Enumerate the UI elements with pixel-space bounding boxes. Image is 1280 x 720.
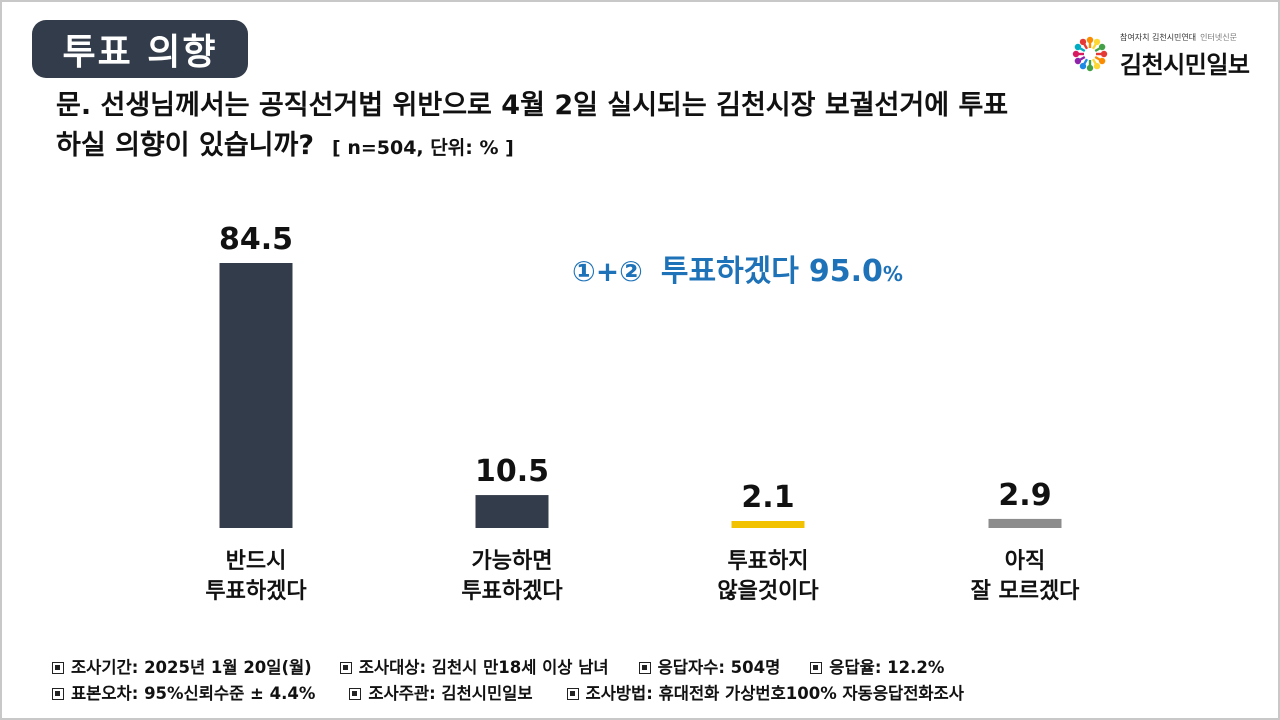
question-line-1: 문. 선생님께서는 공직선거법 위반으로 4월 2일 실시되는 김천시장 보궐선…	[56, 90, 1009, 121]
publisher-logo: 참여자치 김천시민연대 인터넷신문 김천시민일보	[1068, 30, 1268, 79]
square-bullet-icon	[810, 662, 823, 674]
footer-item-row1-2: 조사대상: 김천시 만18세 이상 남녀	[339, 655, 609, 681]
category-label-2-line-1: 가능하면	[472, 549, 553, 574]
value-label-1: 84.5	[219, 222, 293, 257]
bar-4	[988, 518, 1062, 528]
annotation-value: 95.0	[808, 254, 883, 289]
logo-tagline-secondary: 인터넷신문	[1200, 33, 1237, 42]
footer-item-row2-text-2: 조사주관: 김천시민일보	[368, 684, 533, 703]
annotation-label: 투표하겠다	[660, 254, 799, 289]
footer-row-2: 표본오차: 95%신뢰수준 ± 4.4% 조사주관: 김천시민일보 조사방법: 휴대…	[52, 681, 964, 707]
category-label-2-line-2: 투표하겠다	[461, 579, 563, 604]
square-bullet-icon	[52, 662, 64, 674]
footer-item-row1-text-2: 조사대상: 김천시 만18세 이상 남녀	[358, 658, 609, 677]
footer-item-row1-4: 응답율: 12.2%	[810, 655, 944, 681]
square-bullet-icon	[339, 662, 352, 674]
footer-item-row1-text-1: 조사기간: 2025년 1월 20일(월)	[71, 658, 312, 677]
value-label-2: 10.5	[475, 454, 549, 489]
category-label-4-line-1: 아직	[1005, 549, 1045, 574]
sample-meta: [ n=504, 단위: % ]	[332, 137, 514, 159]
logo-name: 김천시민일보	[1120, 51, 1250, 79]
survey-question: 문. 선생님께서는 공직선거법 위반으로 4월 2일 실시되는 김천시장 보궐선…	[56, 86, 1246, 168]
bar-chart: 84.5반드시투표하겠다10.5가능하면투표하겠다2.1투표하지않을것이다2.9…	[205, 222, 1081, 604]
category-label-1-line-1: 반드시	[226, 549, 287, 574]
section-badge: 투표 의향	[32, 20, 248, 78]
people-circle-icon	[1072, 36, 1108, 72]
footer-item-row2-2: 조사주관: 김천시민일보	[349, 681, 533, 707]
footer-item-row2-text-3: 조사방법: 휴대전화 가상번호100% 자동응답전화조사	[585, 684, 964, 703]
footer-item-row1-1: 조사기간: 2025년 1월 20일(월)	[52, 655, 312, 681]
footer-row-1: 조사기간: 2025년 1월 20일(월) 조사대상: 김천시 만18세 이상 남…	[52, 655, 964, 681]
combined-annotation: ①+② 투표하겠다 95.0%	[572, 246, 903, 290]
square-bullet-icon	[52, 688, 64, 700]
annotation-prefix: ①+②	[572, 255, 643, 288]
value-label-3: 2.1	[741, 480, 794, 515]
category-label-4-line-2: 잘 모르겠다	[971, 579, 1081, 604]
survey-footer: 조사기간: 2025년 1월 20일(월) 조사대상: 김천시 만18세 이상 남…	[52, 655, 964, 707]
value-label-4: 2.9	[998, 478, 1051, 513]
annotation-unit: %	[882, 262, 903, 286]
category-label-1-line-2: 투표하겠다	[205, 579, 307, 604]
footer-item-row2-text-1: 표본오차: 95%신뢰수준 ± 4.4%	[71, 684, 316, 703]
square-bullet-icon	[349, 688, 362, 700]
question-line-2: 하실 의향이 있습니까?	[56, 130, 315, 161]
logo-tagline: 참여자치 김천시민연대	[1120, 33, 1197, 42]
footer-item-row2-3: 조사방법: 휴대전화 가상번호100% 자동응답전화조사	[566, 681, 964, 707]
bar-3	[731, 521, 805, 528]
category-label-3-line-1: 투표하지	[728, 549, 809, 574]
footer-item-row2-1: 표본오차: 95%신뢰수준 ± 4.4%	[52, 681, 315, 707]
footer-item-row1-3: 응답자수: 504명	[638, 655, 781, 681]
bar-2	[475, 495, 549, 528]
square-bullet-icon	[638, 662, 651, 674]
square-bullet-icon	[566, 688, 579, 700]
footer-item-row1-text-4: 응답율: 12.2%	[829, 658, 945, 677]
footer-item-row1-text-3: 응답자수: 504명	[657, 658, 781, 677]
bar-1	[219, 263, 293, 528]
category-label-3-line-2: 않을것이다	[717, 579, 819, 604]
